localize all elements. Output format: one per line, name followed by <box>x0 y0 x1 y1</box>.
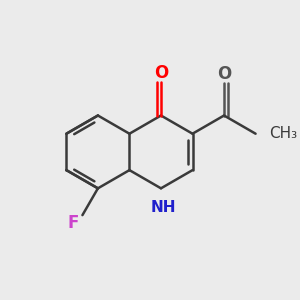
Text: CH₃: CH₃ <box>269 126 297 141</box>
Text: O: O <box>218 65 232 83</box>
Text: F: F <box>67 214 79 232</box>
Text: NH: NH <box>151 200 177 215</box>
Text: O: O <box>154 64 169 82</box>
